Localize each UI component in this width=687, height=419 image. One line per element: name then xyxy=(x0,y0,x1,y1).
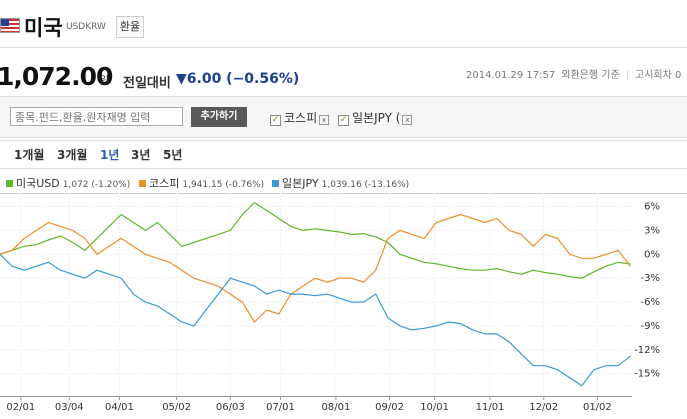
unit: 원 xyxy=(99,74,110,87)
x-tick-label: 04/01 xyxy=(105,402,134,413)
x-tick-label: 02/01 xyxy=(6,402,35,413)
divider xyxy=(0,140,687,141)
x-tick-label: 12/02 xyxy=(529,402,558,413)
compare-label: 일본JPY ( xyxy=(352,111,401,125)
x-tick-label: 10/01 xyxy=(420,402,449,413)
legend-name: 미국USD xyxy=(16,177,60,190)
period-tab[interactable]: 3개월 xyxy=(57,148,88,162)
x-tick-label: 01/02 xyxy=(583,402,612,413)
divider xyxy=(0,168,687,169)
x-tick-label: 09/02 xyxy=(375,402,404,413)
add-button[interactable]: 추가하기 xyxy=(191,107,247,127)
x-tick-label: 11/01 xyxy=(476,402,505,413)
legend-name: 코스피 xyxy=(149,177,180,190)
y-tick-label: -12% xyxy=(634,345,660,356)
flag-icon xyxy=(0,18,20,33)
y-tick-label: 3% xyxy=(644,225,660,236)
x-tick-label: 06/03 xyxy=(216,402,245,413)
legend-value: 1,039.16 (-13.16%) xyxy=(321,180,410,190)
title: 미국 xyxy=(24,16,63,40)
code: USDKRW xyxy=(66,22,106,32)
legend-swatch xyxy=(272,180,279,187)
legend-item: 미국USD 1,072 (-1.20%) xyxy=(6,175,130,191)
tag[interactable]: 환율 xyxy=(116,16,144,38)
period-tab[interactable]: 1개월 xyxy=(14,148,45,162)
y-tick-label: -6% xyxy=(641,297,660,308)
y-tick-label: 6% xyxy=(644,202,660,213)
legend-item: 일본JPY 1,039.16 (-13.16%) xyxy=(272,175,409,191)
x-tick-label: 07/01 xyxy=(266,402,295,413)
series-line xyxy=(0,253,631,387)
search-input[interactable]: 종목.펀드,환율,원자재명 입력 xyxy=(10,107,183,126)
change: ▼6.00 (−0.56%) xyxy=(176,71,300,87)
x-tick-label: 08/01 xyxy=(321,402,350,413)
period-tab[interactable]: 5년 xyxy=(163,148,183,162)
x-tick-label: 03/04 xyxy=(55,402,84,413)
round: 고시회차 0 xyxy=(635,70,682,81)
period-tab[interactable]: 3년 xyxy=(131,148,151,162)
datetime: 2014.01.29 17:57 xyxy=(466,70,556,81)
change-label: 전일대비 xyxy=(123,76,171,91)
y-tick-label: -3% xyxy=(641,273,660,284)
divider xyxy=(0,47,687,48)
legend-swatch xyxy=(139,180,146,187)
compare-label: 코스피 xyxy=(284,111,318,125)
y-tick-label: -15% xyxy=(634,369,660,380)
y-tick-label: -9% xyxy=(641,321,660,332)
series-line xyxy=(0,201,631,279)
y-tick-label: 0% xyxy=(644,249,660,260)
price: 1,072.00 xyxy=(0,62,113,91)
legend-name: 일본JPY xyxy=(282,177,319,190)
meta: 2014.01.29 17:57 외환은행 기준 | 고시회차 0 xyxy=(466,70,682,81)
legend-value: 1,072 (-1.20%) xyxy=(62,180,131,190)
chart: 6% 3% 0% -3% -6% -9% -12% -15% 02/01 03/04 04/01 05… xyxy=(0,193,687,413)
legend-item: 코스피 1,941.15 (-0.76%) xyxy=(139,175,264,191)
source: 외환은행 기준 xyxy=(561,70,620,81)
legend-swatch xyxy=(6,180,13,187)
compare-item[interactable]: ✓ 일본JPY (x xyxy=(338,109,413,126)
series-line xyxy=(0,213,631,323)
legend-value: 1,941.15 (-0.76%) xyxy=(182,180,265,190)
compare-item[interactable]: ✓ 코스피 x xyxy=(270,109,330,126)
period-tab[interactable]: 1년 xyxy=(100,148,120,162)
x-tick-label: 05/02 xyxy=(162,402,191,413)
